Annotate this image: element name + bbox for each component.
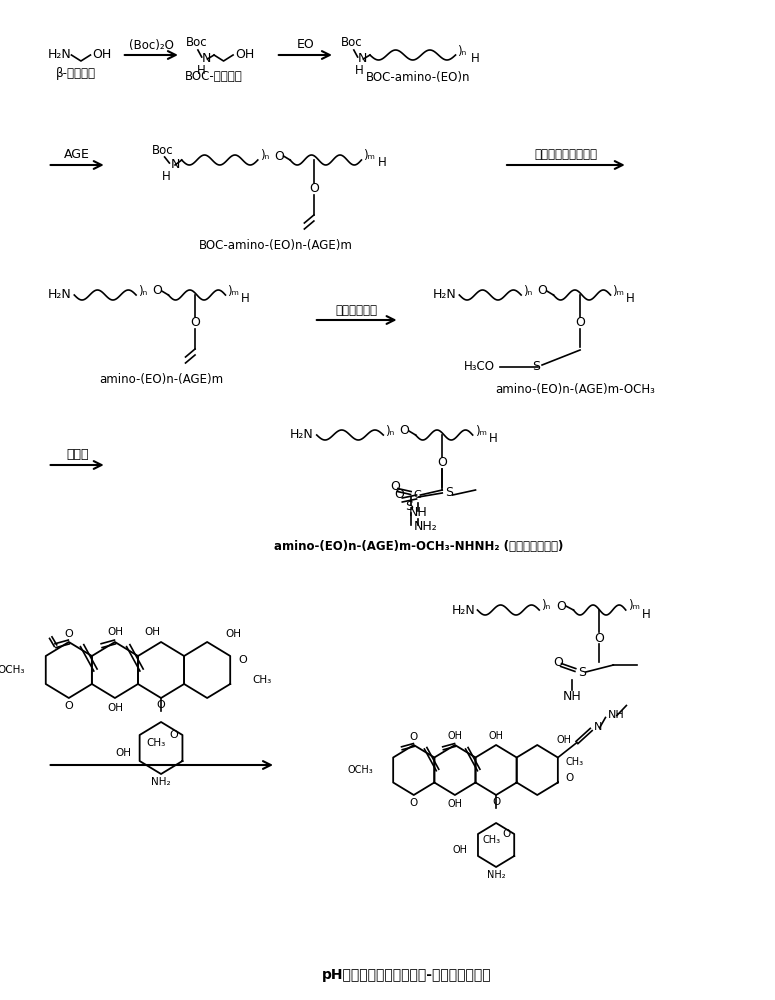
Text: O: O bbox=[157, 700, 165, 710]
Text: OH: OH bbox=[115, 748, 132, 758]
Text: BOC-amino-(EO)n-(AGE)m: BOC-amino-(EO)n-(AGE)m bbox=[199, 238, 353, 251]
Text: OCH₃: OCH₃ bbox=[0, 665, 25, 675]
Text: CH₃: CH₃ bbox=[253, 675, 272, 685]
Text: O: O bbox=[64, 701, 73, 711]
Text: H: H bbox=[642, 607, 651, 620]
Text: H: H bbox=[198, 64, 206, 78]
Text: O: O bbox=[437, 456, 447, 470]
Text: N: N bbox=[357, 52, 367, 66]
Text: O: O bbox=[190, 316, 200, 330]
Text: S: S bbox=[445, 487, 453, 499]
Text: O: O bbox=[502, 829, 511, 839]
Text: O: O bbox=[594, 632, 604, 645]
Text: )ₘ: )ₘ bbox=[227, 284, 239, 298]
Text: O: O bbox=[390, 481, 400, 493]
Text: H₂N: H₂N bbox=[47, 48, 71, 62]
Text: pH敏感的聚乙二醇衍生物-柔红霉素偶联物: pH敏感的聚乙二醇衍生物-柔红霉素偶联物 bbox=[322, 968, 492, 982]
Text: NH: NH bbox=[608, 710, 624, 720]
Text: S: S bbox=[532, 360, 540, 373]
Text: H₂N: H₂N bbox=[290, 428, 314, 442]
Text: )ₙ: )ₙ bbox=[385, 424, 394, 438]
Text: H₂N: H₂N bbox=[47, 288, 71, 302]
Text: H: H bbox=[162, 170, 170, 184]
Text: O: O bbox=[239, 655, 247, 665]
Text: amino-(EO)n-(AGE)m-OCH₃-NHNH₂ (聚乙二醇衍生物): amino-(EO)n-(AGE)m-OCH₃-NHNH₂ (聚乙二醇衍生物) bbox=[274, 540, 563, 554]
Text: H₂N: H₂N bbox=[452, 603, 476, 616]
Text: EO: EO bbox=[297, 38, 314, 51]
Text: NH₂: NH₂ bbox=[414, 520, 437, 534]
Text: Boc: Boc bbox=[185, 36, 207, 49]
Text: OH: OH bbox=[144, 627, 160, 637]
Text: H₃CO: H₃CO bbox=[463, 360, 494, 373]
Text: N: N bbox=[594, 722, 602, 732]
Text: H₂N: H₂N bbox=[432, 288, 456, 302]
Text: O: O bbox=[274, 149, 284, 162]
Text: O: O bbox=[64, 629, 73, 639]
Text: Boc: Boc bbox=[340, 36, 362, 49]
Text: CH₃: CH₃ bbox=[566, 757, 584, 767]
Text: O: O bbox=[566, 773, 574, 783]
Text: OH: OH bbox=[92, 48, 112, 62]
Text: 三氟乙酸：二氯甲烷: 三氟乙酸：二氯甲烷 bbox=[534, 148, 598, 161]
Text: CH₃: CH₃ bbox=[146, 738, 166, 748]
Text: O: O bbox=[492, 797, 500, 807]
Text: )ₙ: )ₙ bbox=[457, 44, 467, 57]
Text: )ₘ: )ₘ bbox=[628, 599, 639, 612]
Text: H: H bbox=[241, 292, 250, 306]
Text: OH: OH bbox=[556, 735, 572, 745]
Text: NH₂: NH₂ bbox=[151, 777, 170, 787]
Text: H: H bbox=[355, 64, 364, 78]
Text: OH: OH bbox=[107, 703, 123, 713]
Text: CH₃: CH₃ bbox=[482, 835, 501, 845]
Text: )ₘ: )ₘ bbox=[612, 284, 625, 298]
Text: BOC-氨基乙醇: BOC-氨基乙醇 bbox=[185, 70, 243, 84]
Text: OCH₃: OCH₃ bbox=[347, 765, 373, 775]
Text: O: O bbox=[394, 488, 405, 502]
Text: NH: NH bbox=[409, 506, 428, 520]
Text: O: O bbox=[169, 730, 177, 740]
Text: N: N bbox=[202, 52, 211, 66]
Text: OH: OH bbox=[453, 845, 467, 855]
Text: 水合肼: 水合肼 bbox=[66, 448, 88, 462]
Text: O: O bbox=[556, 599, 567, 612]
Text: AGE: AGE bbox=[64, 148, 90, 161]
Text: )ₘ: )ₘ bbox=[474, 424, 487, 438]
Text: H: H bbox=[489, 432, 498, 446]
Text: O: O bbox=[575, 316, 585, 330]
Text: O: O bbox=[537, 284, 547, 298]
Text: )ₙ: )ₙ bbox=[523, 284, 532, 298]
Text: BOC-amino-(EO)n: BOC-amino-(EO)n bbox=[367, 70, 470, 84]
Text: amino-(EO)n-(AGE)m-OCH₃: amino-(EO)n-(AGE)m-OCH₃ bbox=[495, 383, 656, 396]
Text: N: N bbox=[170, 158, 180, 172]
Text: OH: OH bbox=[447, 731, 463, 741]
Text: )ₘ: )ₘ bbox=[363, 149, 375, 162]
Text: (Boc)₂O: (Boc)₂O bbox=[129, 38, 174, 51]
Text: O: O bbox=[410, 798, 418, 808]
Text: H: H bbox=[470, 52, 480, 66]
Text: 巯基乙酸甲酯: 巯基乙酸甲酯 bbox=[336, 304, 377, 316]
Text: NH₂: NH₂ bbox=[487, 870, 505, 880]
Text: S: S bbox=[405, 500, 413, 514]
Text: H: H bbox=[625, 292, 635, 306]
Text: )ₙ: )ₙ bbox=[541, 599, 550, 612]
Text: OH: OH bbox=[488, 731, 504, 741]
Text: O: O bbox=[399, 424, 409, 438]
Text: )ₙ: )ₙ bbox=[138, 284, 147, 298]
Text: H: H bbox=[377, 156, 386, 169]
Text: S: S bbox=[578, 666, 586, 678]
Text: C: C bbox=[414, 490, 422, 500]
Text: Boc: Boc bbox=[152, 143, 174, 156]
Text: O: O bbox=[309, 182, 319, 196]
Text: O: O bbox=[152, 284, 162, 298]
Text: OH: OH bbox=[107, 627, 123, 637]
Text: O: O bbox=[553, 656, 563, 668]
Text: amino-(EO)n-(AGE)m: amino-(EO)n-(AGE)m bbox=[100, 373, 224, 386]
Text: NH: NH bbox=[563, 690, 582, 702]
Text: β-氨基乙醇: β-氨基乙醇 bbox=[56, 66, 96, 80]
Text: OH: OH bbox=[235, 48, 254, 62]
Text: O: O bbox=[410, 732, 418, 742]
Text: OH: OH bbox=[226, 629, 241, 639]
Text: OH: OH bbox=[447, 799, 463, 809]
Text: )ₙ: )ₙ bbox=[260, 149, 269, 162]
